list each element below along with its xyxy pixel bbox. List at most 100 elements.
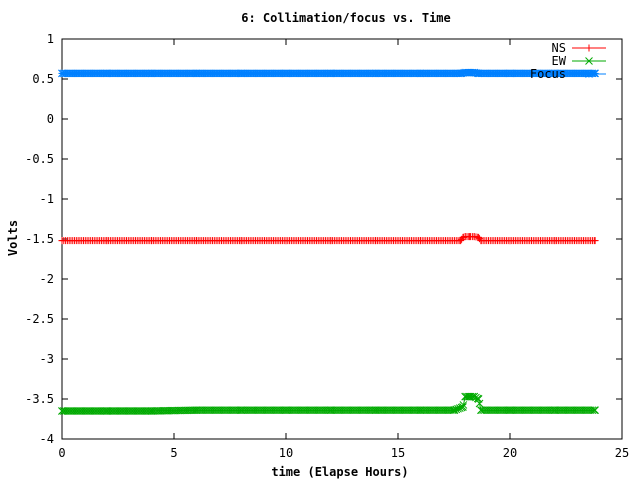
sample-marker-d2 — [380, 406, 389, 415]
series-ew — [58, 392, 599, 415]
sample-marker-d2 — [282, 406, 290, 415]
sample-marker-d2 — [357, 406, 366, 415]
sample-marker-d2 — [590, 69, 599, 78]
sample-marker-d2 — [154, 407, 163, 415]
y-tick-label: 0 — [47, 112, 54, 126]
series-ns — [58, 233, 599, 245]
x-axis-title: time (Elapse Hours) — [271, 465, 408, 479]
sample-marker-d2 — [386, 406, 394, 415]
sample-marker-d2 — [58, 407, 66, 415]
sample-marker-d2 — [249, 406, 258, 415]
sample-marker-d2 — [294, 406, 303, 415]
y-tick-label: 0.5 — [32, 72, 54, 86]
sample-marker-d2 — [97, 407, 106, 415]
sample-marker-d2 — [429, 406, 437, 415]
sample-marker-d2 — [160, 406, 168, 415]
sample-marker-d2 — [226, 406, 235, 415]
sample-marker-d2 — [240, 406, 249, 415]
sample-marker-d2 — [162, 406, 170, 415]
sample-marker-d2 — [214, 406, 222, 415]
sample-marker-d2 — [77, 407, 86, 415]
sample-marker-d2 — [348, 406, 357, 415]
sample-marker-d2 — [391, 406, 400, 415]
sample-marker-d2 — [481, 406, 489, 415]
sample-marker-d2 — [531, 406, 539, 415]
sample-marker-d2 — [81, 407, 90, 415]
sample-marker-d2 — [144, 407, 152, 415]
sample-marker-d2 — [579, 406, 588, 415]
sample-marker-d2 — [203, 406, 212, 415]
sample-marker-d2 — [447, 406, 455, 415]
sample-marker-d2 — [486, 406, 495, 415]
sample-marker-d2 — [167, 406, 176, 415]
sample-marker-d2 — [172, 406, 181, 415]
sample-marker-d2 — [205, 406, 213, 415]
sample-marker-d2 — [255, 406, 263, 415]
sample-marker-d2 — [280, 406, 289, 415]
sample-marker-d2 — [472, 393, 480, 402]
sample-marker-d2 — [568, 406, 577, 415]
sample-marker-d2 — [319, 406, 328, 415]
y-tick-label: -1 — [40, 192, 54, 206]
sample-marker-d2 — [136, 407, 145, 415]
sample-marker-d2 — [398, 406, 407, 415]
sample-marker-d2 — [309, 406, 317, 415]
sample-marker-d2 — [384, 406, 392, 415]
sample-marker-d2 — [266, 406, 274, 415]
sample-marker-d2 — [441, 406, 450, 415]
sample-marker-d2 — [395, 406, 403, 415]
sample-marker-d2 — [402, 406, 410, 415]
sample-marker-d2 — [477, 406, 486, 415]
sample-marker-d2 — [355, 406, 364, 415]
sample-marker-d2 — [438, 406, 446, 415]
sample-marker-d2 — [176, 406, 185, 415]
legend-label: Focus — [530, 67, 566, 81]
sample-marker-d2 — [549, 406, 557, 415]
sample-marker-d2 — [101, 407, 109, 415]
sample-marker-d2 — [151, 407, 160, 415]
sample-marker-d2 — [518, 406, 527, 415]
sample-marker-d2 — [416, 406, 425, 415]
sample-marker-d2 — [208, 406, 217, 415]
sample-marker-d2 — [339, 406, 348, 415]
sample-marker-d2 — [430, 406, 439, 415]
sample-marker-d2 — [432, 406, 441, 415]
sample-marker-d2 — [104, 407, 113, 415]
sample-marker-d2 — [171, 406, 179, 415]
sample-marker-d2 — [396, 406, 405, 415]
sample-marker-d2 — [337, 406, 346, 415]
sample-marker-d2 — [110, 407, 118, 415]
sample-marker-d2 — [63, 407, 72, 415]
sample-marker-d2 — [515, 406, 523, 415]
sample-marker-d2 — [346, 406, 355, 415]
y-axis: -4 -3.5 -3 -2.5 -2 -1.5 -1 -0.5 0 0.5 1 — [25, 32, 622, 446]
sample-marker-d2 — [511, 406, 520, 415]
sample-marker-d2 — [586, 406, 595, 415]
sample-marker-d2 — [192, 406, 201, 415]
sample-marker-d2 — [507, 406, 516, 415]
sample-marker-d2 — [350, 406, 358, 415]
sample-marker-d2 — [536, 406, 545, 415]
sample-marker-d2 — [373, 406, 382, 415]
sample-marker-d2 — [556, 406, 565, 415]
sample-marker-d2 — [368, 406, 376, 415]
sample-marker-d2 — [59, 407, 68, 415]
sample-marker-d2 — [335, 406, 344, 415]
sample-marker-d2 — [119, 407, 127, 415]
sample-marker-d2 — [298, 406, 306, 415]
y-tick-label: -2 — [40, 272, 54, 286]
sample-marker-d2 — [344, 406, 353, 415]
x-tick-label: 25 — [615, 446, 629, 460]
sample-marker-d2 — [497, 406, 505, 415]
sample-marker-d2 — [550, 406, 559, 415]
sample-marker-d2 — [533, 406, 541, 415]
x-axis: 0 5 10 15 20 25 — [58, 39, 629, 460]
sample-marker-d2 — [197, 406, 206, 415]
sample-marker-d2 — [174, 406, 183, 415]
sample-marker-d2 — [493, 406, 502, 415]
sample-marker-d2 — [147, 407, 156, 415]
sample-marker-d2 — [65, 407, 74, 415]
sample-marker-d2 — [529, 406, 538, 415]
sample-marker-d2 — [498, 406, 507, 415]
sample-marker-d2 — [233, 406, 242, 415]
